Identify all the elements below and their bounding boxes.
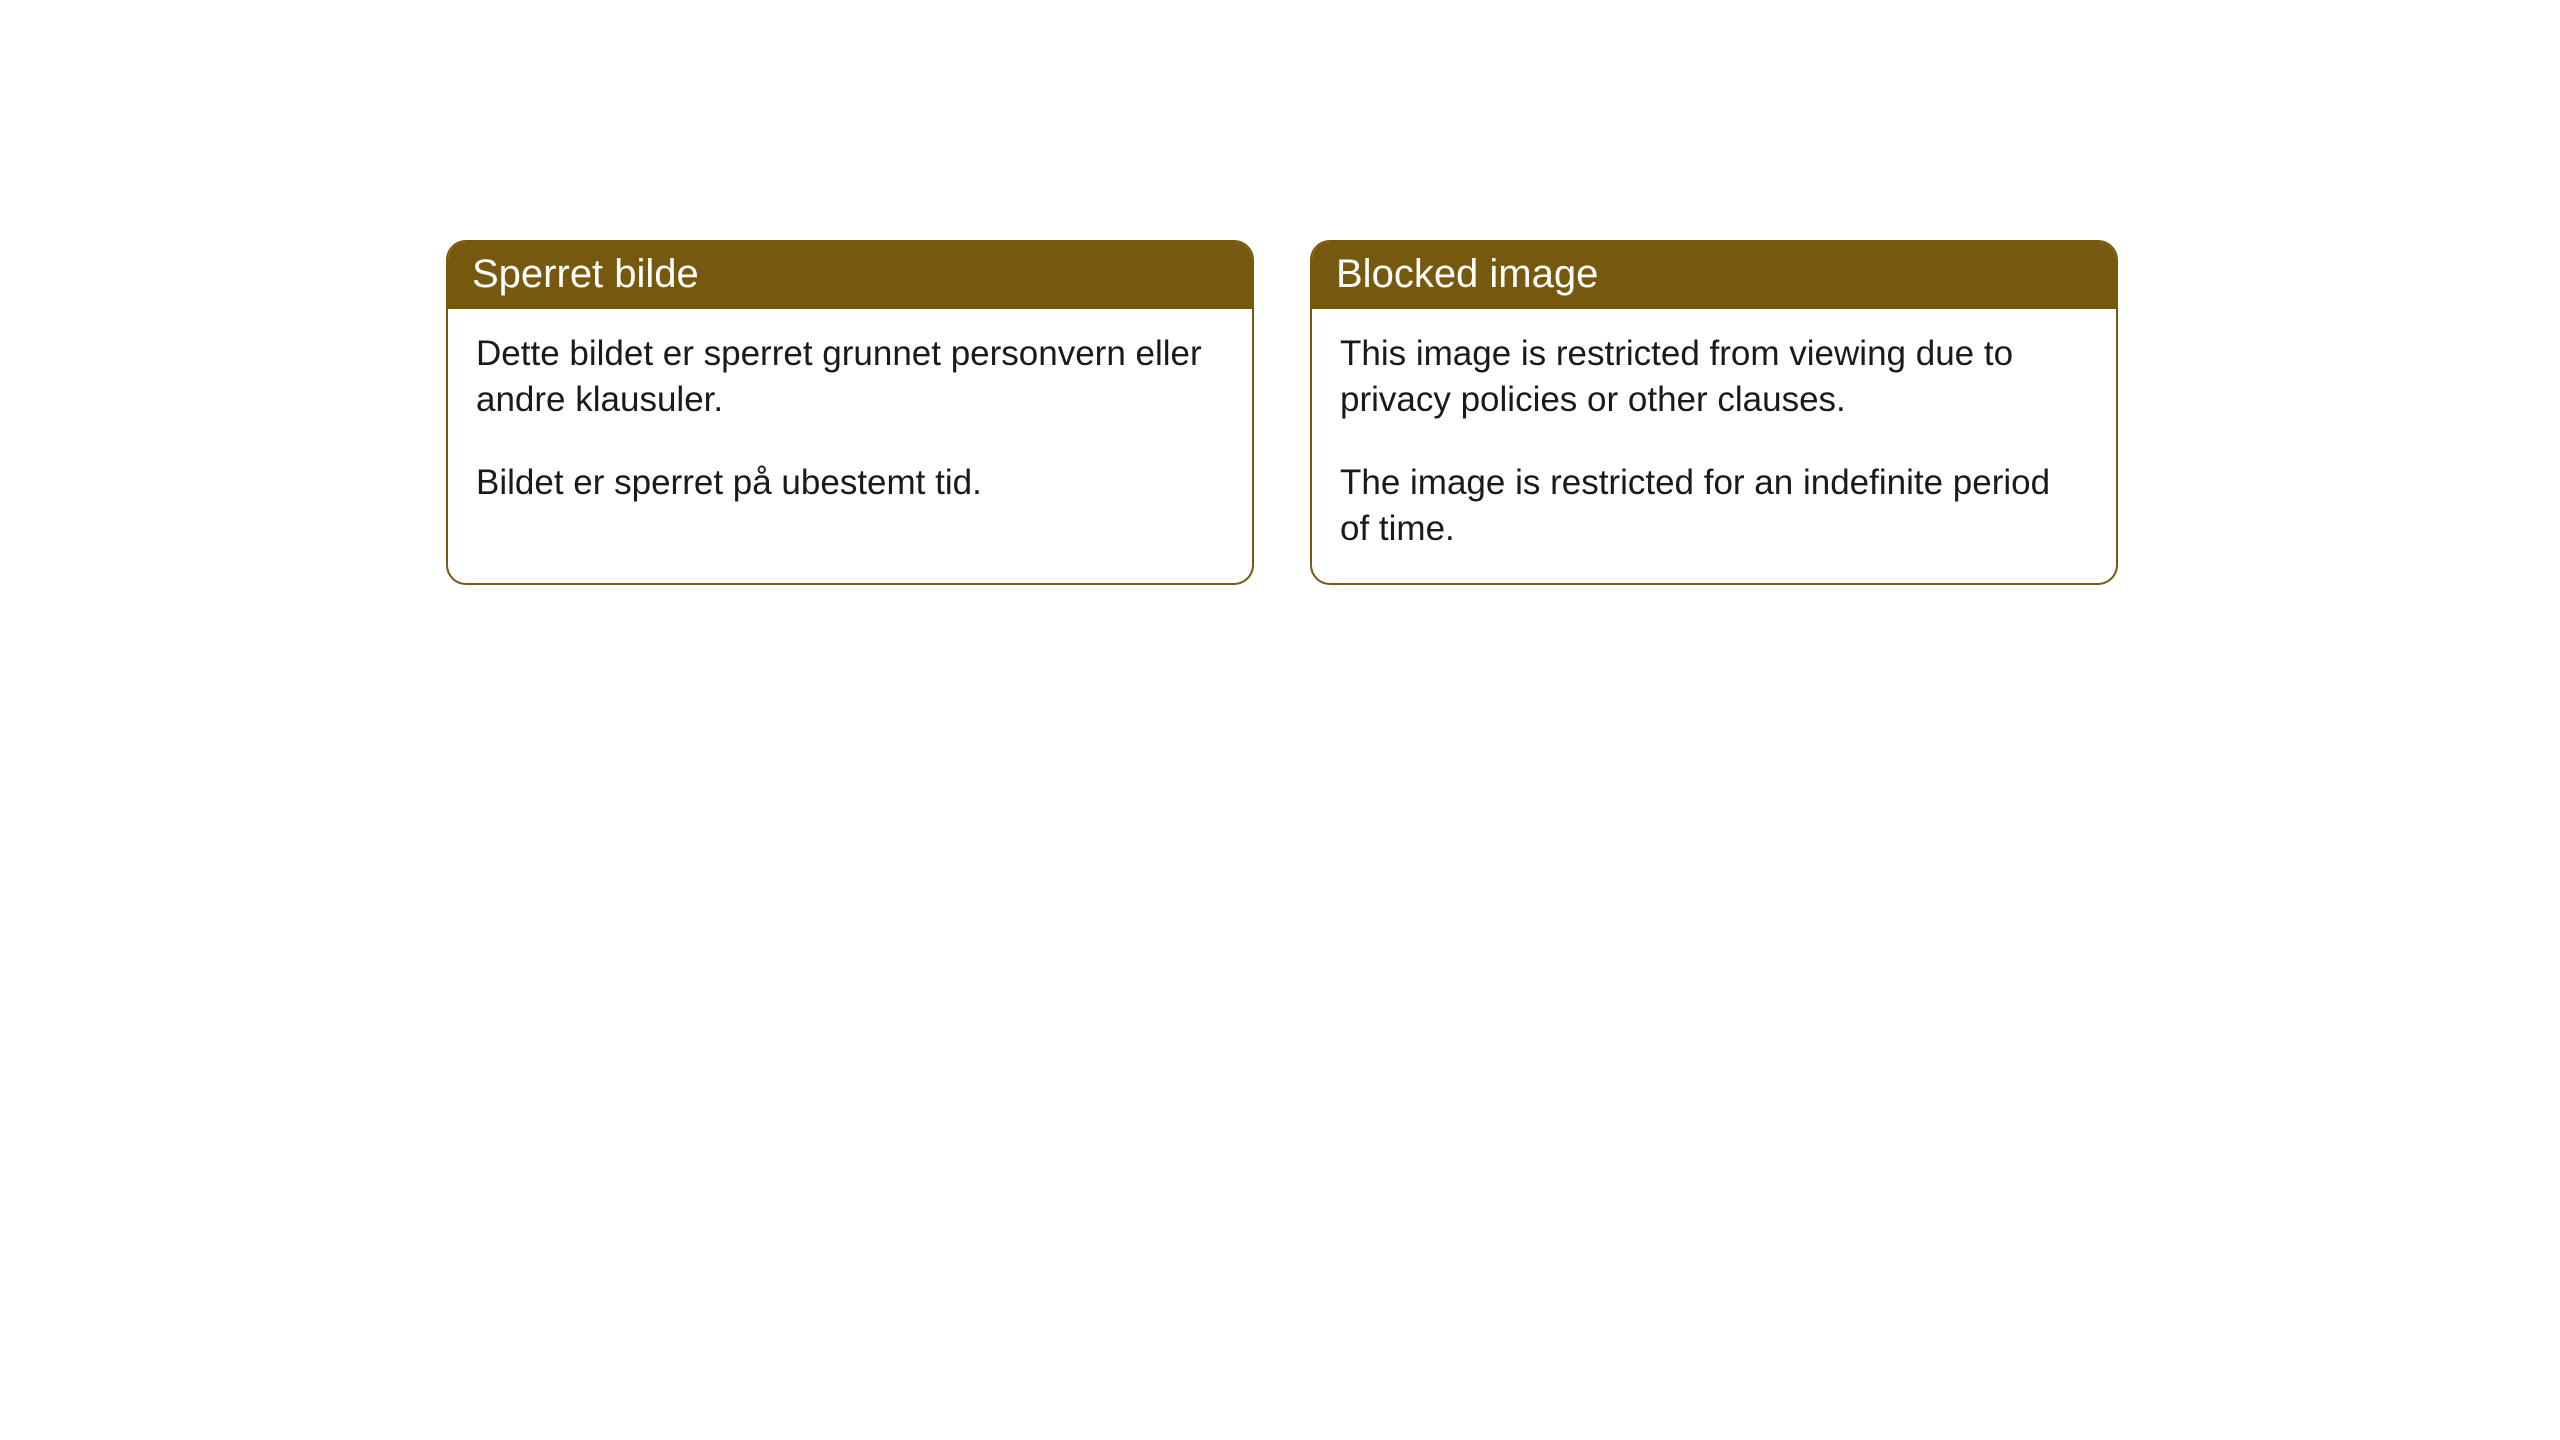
blocked-image-card-no: Sperret bilde Dette bildet er sperret gr… <box>446 240 1254 585</box>
card-body-en: This image is restricted from viewing du… <box>1312 309 2116 583</box>
card-header-no: Sperret bilde <box>448 242 1252 309</box>
card-text-no-2: Bildet er sperret på ubestemt tid. <box>476 460 1224 506</box>
card-text-no-1: Dette bildet er sperret grunnet personve… <box>476 331 1224 422</box>
cards-container: Sperret bilde Dette bildet er sperret gr… <box>446 240 2118 585</box>
card-header-en: Blocked image <box>1312 242 2116 309</box>
card-text-en-1: This image is restricted from viewing du… <box>1340 331 2088 422</box>
card-body-no: Dette bildet er sperret grunnet personve… <box>448 309 1252 538</box>
blocked-image-card-en: Blocked image This image is restricted f… <box>1310 240 2118 585</box>
card-text-en-2: The image is restricted for an indefinit… <box>1340 460 2088 551</box>
